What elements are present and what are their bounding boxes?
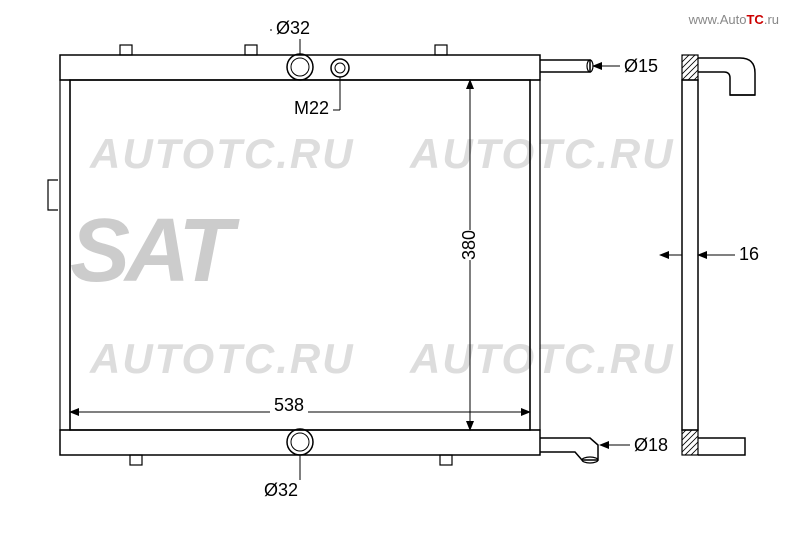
dim-outlet-top: Ø15 bbox=[620, 56, 662, 77]
dim-thread: M22 bbox=[290, 98, 333, 119]
dim-bottom-port: Ø32 bbox=[260, 480, 302, 501]
dim-top-port: Ø32 bbox=[272, 18, 314, 39]
dim-width: 538 bbox=[270, 395, 308, 416]
diagram-canvas: AUTOTC.RU AUTOTC.RU AUTOTC.RU AUTOTC.RU … bbox=[0, 0, 799, 533]
dim-thickness: 16 bbox=[735, 244, 763, 265]
dim-height: 380 bbox=[455, 230, 484, 260]
dim-outlet-bottom: Ø18 bbox=[630, 435, 672, 456]
technical-drawing bbox=[0, 0, 799, 533]
